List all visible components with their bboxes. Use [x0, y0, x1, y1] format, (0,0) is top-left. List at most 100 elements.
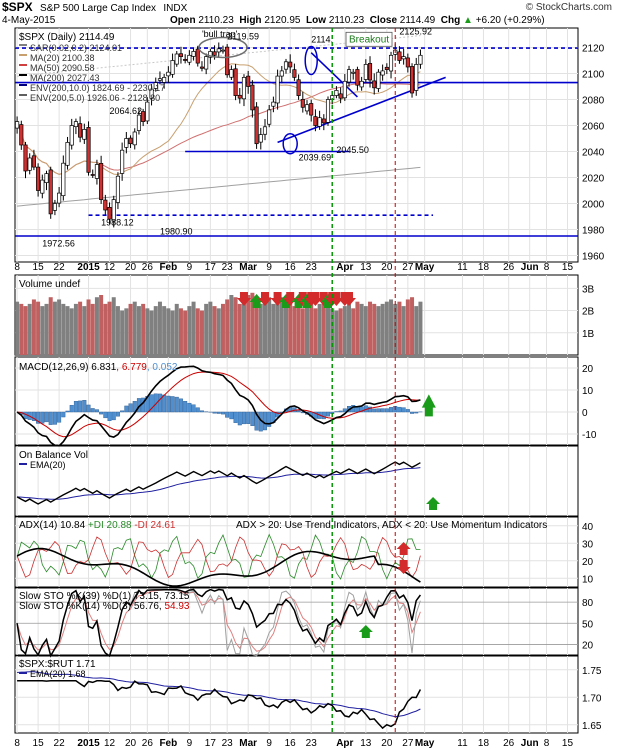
open-label: Open [170, 15, 196, 26]
candle-body [342, 80, 347, 99]
candle-body [241, 77, 247, 100]
macd-histogram-bar [384, 408, 389, 413]
price-tick-label: 1960 [582, 252, 605, 263]
volume-bar [166, 308, 171, 355]
sto39-title: Slow STO %K(39) %D(1) 73.15, 73.15 [19, 591, 190, 602]
macd-histogram-bar [120, 410, 125, 413]
candle-body [313, 116, 318, 126]
volume-bar [351, 308, 356, 355]
volume-bar [103, 303, 108, 355]
volume-bar [145, 308, 150, 355]
x-tick-label-bottom: Apr [336, 738, 353, 749]
candle-body [65, 142, 70, 166]
volume-bar [212, 306, 217, 355]
price-legend-item: ENV(200,5.0) 1926.06 - 2128.80 [30, 93, 160, 103]
legend-swatch [19, 463, 27, 465]
volume-bar [69, 308, 74, 355]
panel-frame-obv [14, 445, 579, 517]
candle-body [397, 51, 402, 61]
volume-bar [254, 299, 259, 355]
candle-body [166, 71, 171, 77]
ma200-line [17, 166, 421, 207]
candle-body [359, 80, 364, 88]
price-annotation: 1972.56 [42, 238, 75, 248]
candle-body [388, 54, 394, 72]
volume-bar [262, 301, 267, 355]
candle-body [187, 54, 192, 63]
candle-body [44, 173, 49, 183]
price-tick-label: 2040 [582, 148, 605, 159]
rut-tick-label: 1.75 [582, 666, 602, 677]
volume-label: Volume undef [19, 279, 80, 290]
macd-histogram-bar [52, 411, 57, 425]
volume-bar [405, 299, 410, 355]
x-tick-label-bottom: 16 [285, 738, 297, 749]
candle-body [157, 78, 163, 81]
macd-histogram-bar [36, 411, 41, 424]
candle-body [31, 155, 36, 168]
volume-bar [36, 301, 41, 355]
price-tick-label: 2020 [582, 174, 605, 185]
macd-histogram-bar [124, 405, 129, 413]
price-legend-item: MA(50) 2090.58 [30, 63, 95, 73]
macd-histogram-bar [313, 411, 318, 419]
panel-frame-price [14, 27, 579, 263]
volume-bar [27, 303, 32, 355]
volume-bar [111, 297, 116, 355]
x-tick-label-bottom: 23 [222, 738, 234, 749]
x-tick-label-top: Jun [521, 262, 539, 273]
volume-bar [288, 303, 293, 355]
candle-body [225, 46, 230, 76]
macd-histogram-bar [250, 411, 255, 426]
macd-histogram-bar [389, 407, 394, 413]
volume-bar [229, 295, 234, 355]
price-legend-item: SAR(0.02,0.2) 2124.01 [30, 43, 122, 53]
falling-trendline [310, 52, 358, 98]
volume-bar [355, 301, 360, 355]
adx-note: ADX > 20: Use Trend Indicators, ADX < 20… [236, 520, 547, 531]
volume-bar [300, 308, 305, 355]
volume-bar [208, 301, 213, 355]
macd-histogram-bar [99, 411, 104, 415]
candle-body [418, 54, 423, 65]
minus-di-line [16, 536, 421, 579]
exchange: INDX [163, 3, 188, 14]
macd-histogram-bar [187, 402, 192, 413]
up-arrow-icon [421, 394, 436, 417]
x-tick-label-bottom: 22 [54, 738, 66, 749]
macd-histogram-bar [401, 407, 406, 413]
volume-bar [178, 308, 183, 355]
legend-swatch [19, 672, 27, 674]
candle-body [141, 111, 146, 122]
candle-body [334, 90, 339, 96]
volume-bar [136, 306, 141, 355]
macd-histogram-bar [61, 411, 66, 418]
sto-tick-label: 80 [582, 598, 594, 609]
candle-body [103, 199, 108, 211]
candle-body [52, 203, 57, 211]
candle-body [262, 126, 268, 135]
candle-body [325, 99, 331, 123]
macd-histogram-bar [241, 411, 246, 425]
candle-body [183, 59, 188, 61]
candle-body [61, 162, 66, 197]
credit-label: © StockCharts.com [525, 2, 612, 13]
macd-tick-label: 10 [582, 386, 594, 397]
x-tick-label-bottom: Mar [239, 738, 257, 749]
volume-bar [40, 306, 45, 355]
down-arrow-icon [257, 292, 272, 306]
macd-histogram-bar [170, 396, 175, 413]
down-arrow-icon [236, 292, 251, 306]
candle-body [86, 127, 91, 173]
price-annotation: 1988.12 [101, 218, 134, 228]
open-value: 2110.23 [198, 15, 234, 26]
x-tick-label-bottom: 18 [478, 738, 490, 749]
candle-body [296, 79, 301, 96]
low-value: 2110.23 [328, 15, 365, 26]
volume-bar [283, 299, 288, 355]
macd-histogram-bar [48, 411, 53, 425]
volume-bar [418, 301, 423, 355]
candle-body [275, 75, 280, 104]
volume-bar [61, 303, 66, 355]
macd-histogram-bar [275, 411, 280, 418]
